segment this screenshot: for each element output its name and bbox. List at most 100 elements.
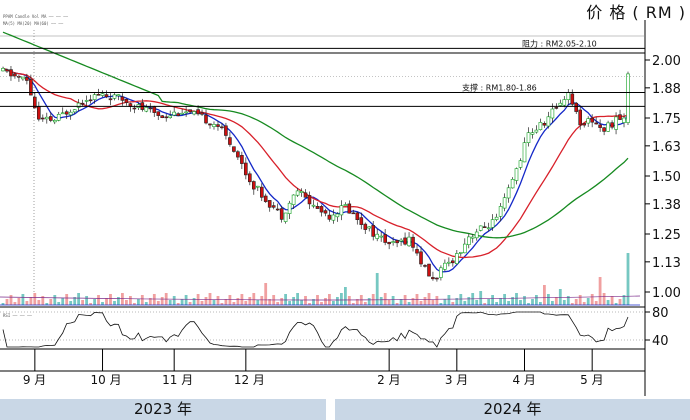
price-tick-label: 1.00 <box>652 286 681 301</box>
candle-body <box>192 111 196 115</box>
volume-bar <box>121 293 124 305</box>
volume-bar <box>606 300 610 305</box>
volume-bar <box>129 296 132 305</box>
price-tick-label: 1.50 <box>652 170 681 185</box>
candle-body <box>618 114 622 120</box>
volume-bar <box>491 295 494 305</box>
candle-body <box>522 142 527 163</box>
candle-body <box>327 214 332 220</box>
candle-body <box>124 99 129 103</box>
candle-body <box>283 212 288 222</box>
candle-body <box>252 181 256 190</box>
moving-average-lines <box>2 31 629 273</box>
candle-body <box>184 111 188 114</box>
candle-body <box>383 234 388 243</box>
volume-bar <box>582 302 586 305</box>
legend-line-rsi: RSI —— —— —— <box>3 313 32 318</box>
candle-body <box>120 96 125 101</box>
candle-body <box>92 94 97 100</box>
volume-bar <box>387 300 391 305</box>
candle-body <box>323 210 328 214</box>
candle-body <box>450 260 455 264</box>
candle-body <box>116 94 121 96</box>
year-label-2024: 2024 年 <box>335 399 690 420</box>
volume-bar <box>578 295 582 305</box>
volume-bar <box>463 301 467 305</box>
candle-body <box>80 102 85 105</box>
volume-bar <box>140 295 144 305</box>
candle-body <box>108 98 113 101</box>
candle-body <box>236 151 240 158</box>
volume-bar <box>447 295 451 305</box>
volume-bar <box>69 301 73 305</box>
volume-bar <box>427 293 431 305</box>
volume-bar <box>602 293 606 305</box>
volume-bar <box>543 285 546 305</box>
candle-body <box>112 94 117 99</box>
volume-bar <box>13 302 17 305</box>
candle-body <box>88 99 93 102</box>
volume-bar <box>81 300 84 305</box>
candle-body <box>168 115 172 119</box>
volume-bar <box>284 294 287 305</box>
candle-body <box>439 267 443 278</box>
candle-body <box>176 113 180 116</box>
volume-bar <box>570 303 574 305</box>
candle-body <box>335 213 340 218</box>
candle-body <box>148 107 153 110</box>
volume-bar <box>9 295 13 305</box>
candle-body <box>518 160 523 168</box>
volume-bar <box>551 301 554 305</box>
volume-bar <box>435 296 439 305</box>
volume-bar <box>403 295 407 305</box>
candle-body <box>462 243 467 254</box>
candle-body <box>156 111 161 116</box>
volume-bar <box>292 297 295 305</box>
candlesticks <box>1 66 630 282</box>
volume-bar <box>395 303 399 305</box>
candle-body <box>76 102 81 108</box>
volume-bar <box>558 289 562 305</box>
candle-body <box>303 192 308 198</box>
candle-body <box>21 76 25 80</box>
volume-bar <box>244 301 248 305</box>
volume-bar <box>137 299 140 305</box>
price-tick-label: 1.13 <box>652 256 681 271</box>
price-tick-label: 1.88 <box>652 82 681 97</box>
volume-bar <box>156 301 160 305</box>
support-resistance-annotations: 阻力 : RM2.05-2.10 支撑 : RM1.80-1.86 <box>0 38 645 107</box>
volume-bar <box>527 303 530 305</box>
volume-bar <box>296 293 299 305</box>
volume-bar <box>407 302 411 305</box>
price-tick-label: 1.38 <box>652 198 681 213</box>
candle-body <box>514 168 519 181</box>
volume-bar <box>443 299 447 305</box>
candle-body <box>160 115 164 118</box>
candle-body <box>558 102 563 106</box>
candle-body <box>570 93 575 105</box>
volume-bar <box>304 296 307 305</box>
volume-bar <box>547 294 550 305</box>
volume-bar <box>411 298 415 305</box>
volume-bar <box>252 293 256 305</box>
candle-body <box>435 277 439 280</box>
volume-bar <box>89 303 92 305</box>
candle-body <box>447 261 451 264</box>
candle-body <box>295 190 300 196</box>
volume-bar <box>519 300 522 305</box>
candle-body <box>212 124 216 128</box>
month-tick-label: 4 月 <box>512 373 535 387</box>
volume-bar <box>204 297 208 305</box>
volume-bar <box>168 300 172 305</box>
volume-bar <box>192 298 196 305</box>
month-tick-label: 11 月 <box>162 373 193 387</box>
volume-bar <box>332 301 335 305</box>
volume-bar <box>125 300 128 305</box>
candle-body <box>423 265 427 267</box>
volume-bar <box>264 283 268 305</box>
volume-bar <box>101 302 104 305</box>
candle-body <box>339 205 344 216</box>
candle-body <box>498 206 503 217</box>
volume-bar <box>347 296 351 305</box>
candle-body <box>387 241 391 245</box>
